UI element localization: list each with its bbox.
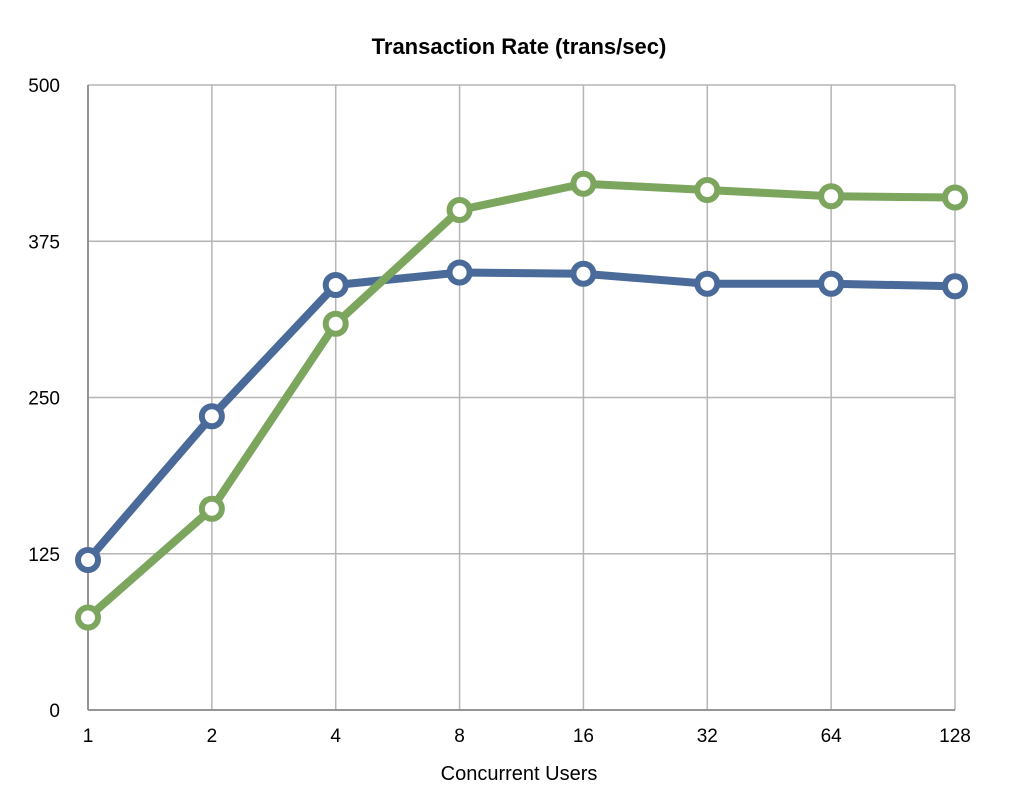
data-point-series-2 <box>446 197 473 223</box>
y-tick-label: 250 <box>28 389 60 410</box>
series-markers <box>75 170 968 631</box>
data-point-series-2 <box>198 495 225 522</box>
y-axis-ticks: 0 125 250 375 500 <box>28 76 60 722</box>
y-tick-label: 500 <box>28 76 60 97</box>
chart-title: Transaction Rate (trans/sec) <box>372 34 667 59</box>
series-line-2 <box>84 179 959 622</box>
y-tick-label: 375 <box>28 232 60 253</box>
x-tick-label: 64 <box>821 726 843 747</box>
data-point-series-1 <box>570 260 597 287</box>
data-point-series-2 <box>694 177 721 203</box>
x-tick-label: 16 <box>573 726 594 747</box>
data-point-series-1 <box>322 272 349 298</box>
x-axis-label: Concurrent Users <box>441 763 598 785</box>
data-point-series-2 <box>75 604 101 631</box>
data-point-series-2 <box>942 184 968 211</box>
data-point-series-2 <box>818 183 845 210</box>
x-tick-label: 4 <box>330 726 341 747</box>
series-line-1 <box>84 268 959 564</box>
series-lines <box>84 179 959 622</box>
x-tick-label: 2 <box>207 726 218 747</box>
x-axis-ticks: 1 2 4 8 16 32 64 128 <box>83 726 971 747</box>
data-point-series-1 <box>446 259 473 286</box>
data-point-series-1 <box>942 273 968 300</box>
data-point-series-1 <box>75 547 101 573</box>
x-tick-label: 8 <box>454 726 465 747</box>
grid <box>87 84 956 711</box>
data-point-series-1 <box>818 270 845 297</box>
data-point-series-1 <box>694 270 721 297</box>
data-point-series-2 <box>570 170 597 197</box>
y-tick-label: 125 <box>28 545 60 566</box>
x-tick-label: 1 <box>83 726 94 747</box>
x-tick-label: 32 <box>697 726 718 747</box>
data-point-series-1 <box>198 403 225 430</box>
data-point-series-2 <box>322 310 349 337</box>
y-tick-label: 0 <box>49 701 60 722</box>
x-tick-label: 128 <box>939 726 971 747</box>
